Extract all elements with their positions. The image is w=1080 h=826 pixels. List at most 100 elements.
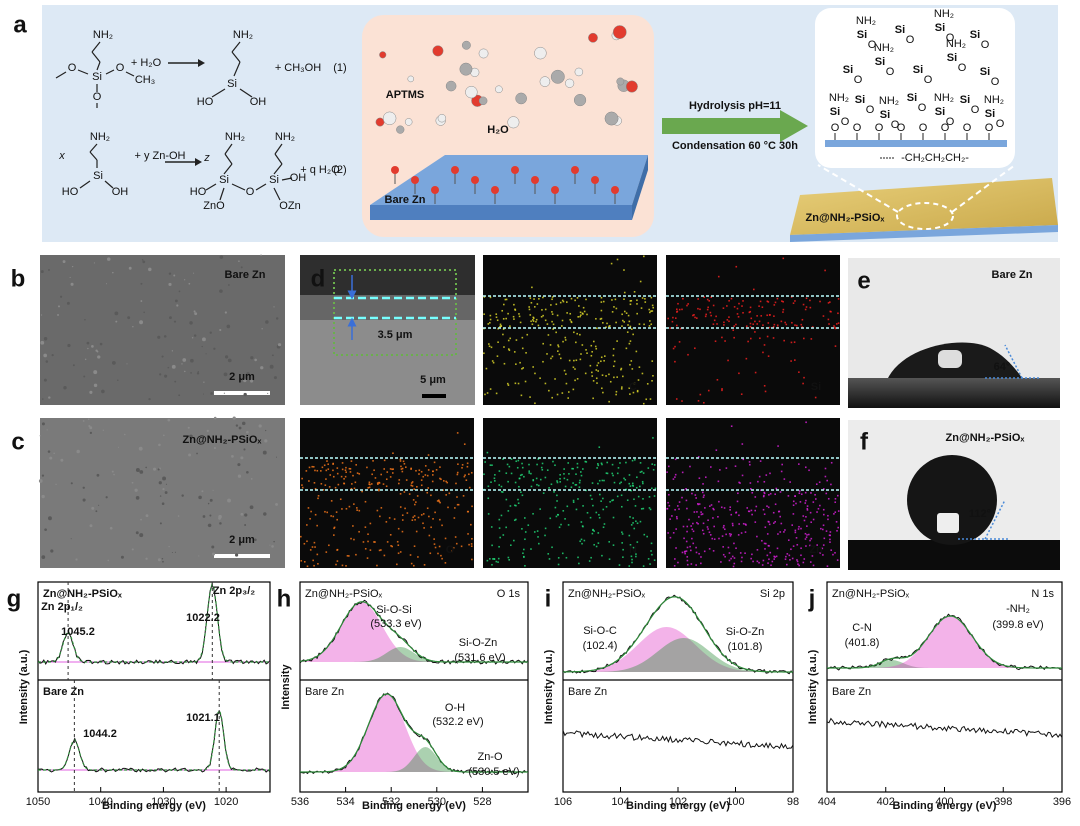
eds-dot — [692, 530, 695, 533]
eds-dot — [679, 327, 682, 330]
molecule-atom — [432, 45, 444, 57]
sem-texture — [212, 489, 214, 491]
eds-dot — [794, 300, 796, 302]
eds-dot — [510, 458, 513, 460]
eds-dot — [724, 340, 726, 342]
eds-dot — [762, 351, 764, 354]
eds-dot — [736, 307, 739, 310]
eds-dot — [528, 306, 530, 308]
eds-dot — [602, 300, 605, 303]
eds-dot — [441, 524, 443, 527]
eds-dot — [562, 300, 565, 303]
sem-texture — [260, 254, 262, 256]
atom-nh2: NH₂ — [856, 15, 876, 27]
eds-dot — [497, 341, 499, 344]
sem-texture — [231, 455, 234, 458]
eds-dot — [416, 495, 419, 497]
peak-value: (101.8) — [728, 641, 763, 653]
eds-dot — [650, 323, 653, 326]
eds-dot — [558, 526, 561, 529]
eds-dot — [531, 286, 533, 289]
eds-dot — [823, 537, 826, 540]
eds-dot — [643, 533, 646, 536]
eds-dot — [650, 550, 652, 552]
sem-texture — [89, 524, 93, 528]
eds-dot — [311, 546, 314, 548]
bond — [231, 41, 241, 53]
label: HO — [62, 186, 79, 198]
y-axis-label: Intensity (a.u.) — [543, 649, 555, 724]
eds-dot — [832, 553, 834, 556]
eds-dot — [439, 477, 441, 480]
atom-o: O — [919, 122, 928, 134]
eds-dot — [639, 520, 642, 523]
eds-dot — [556, 314, 559, 317]
eds-dot — [728, 299, 730, 302]
eds-dot — [742, 311, 744, 314]
eds-dot — [835, 521, 838, 523]
eds-dot — [767, 322, 770, 324]
eds-dot — [767, 355, 770, 357]
eds-dot — [350, 460, 353, 462]
eds-dot — [505, 498, 508, 501]
eds-dot — [604, 355, 606, 357]
eds-dot — [542, 492, 545, 494]
eds-dot — [635, 555, 637, 558]
eds-dot — [565, 301, 568, 303]
atom-si: Si — [843, 64, 853, 76]
panel-label: d — [311, 265, 326, 292]
eds-dot — [717, 480, 720, 483]
atom-o: O — [971, 104, 980, 116]
eds-dot — [782, 308, 785, 311]
eds-dot — [490, 346, 493, 349]
eds-dot — [802, 515, 805, 517]
eds-dot — [675, 547, 677, 549]
eds-dot — [719, 469, 721, 471]
eds-dot — [559, 481, 562, 483]
eds-dot — [636, 390, 639, 393]
eds-dot — [697, 400, 700, 402]
label: C — [629, 381, 637, 393]
eds-dot — [364, 526, 367, 528]
eds-dot — [782, 300, 784, 303]
x-axis-label: Binding energy (eV) — [626, 800, 730, 812]
eds-dot — [819, 504, 821, 507]
eds-dot — [438, 545, 441, 548]
sem-texture — [89, 426, 93, 430]
atom-nh2: NH₂ — [874, 42, 894, 54]
eds-dot — [801, 326, 804, 328]
eds-dot — [695, 546, 697, 549]
sem-texture — [63, 386, 67, 390]
eds-dot — [759, 337, 761, 340]
label: + CH₃OH — [275, 62, 321, 74]
x-tick-label: 528 — [473, 796, 491, 808]
sem-texture — [117, 379, 119, 382]
eds-dot — [756, 560, 759, 563]
eds-dot — [597, 463, 599, 465]
eds-dot — [330, 500, 333, 502]
eds-dot — [752, 323, 755, 326]
eds-dot — [598, 446, 601, 448]
eds-dot — [581, 542, 583, 545]
eds-dot — [532, 512, 534, 515]
sem-texture — [93, 262, 95, 264]
sem-texture — [140, 518, 142, 521]
eds-dot — [773, 315, 775, 317]
eds-dot — [612, 499, 614, 501]
eds-dot — [642, 565, 645, 567]
bond — [224, 153, 233, 165]
eds-dot — [629, 543, 632, 546]
eds-dot — [420, 484, 423, 487]
eds-dot — [312, 466, 315, 468]
eds-dot — [434, 546, 437, 549]
eds-dot — [345, 466, 347, 469]
eds-dot — [457, 463, 459, 465]
eds-dot — [751, 491, 754, 494]
eds-dot — [602, 322, 604, 324]
sem-texture — [141, 259, 144, 261]
eds-dot — [749, 482, 752, 484]
sem-texture — [264, 439, 268, 443]
eds-dot — [796, 324, 798, 327]
xps-frame — [37, 581, 271, 793]
eds-dot — [538, 542, 540, 545]
